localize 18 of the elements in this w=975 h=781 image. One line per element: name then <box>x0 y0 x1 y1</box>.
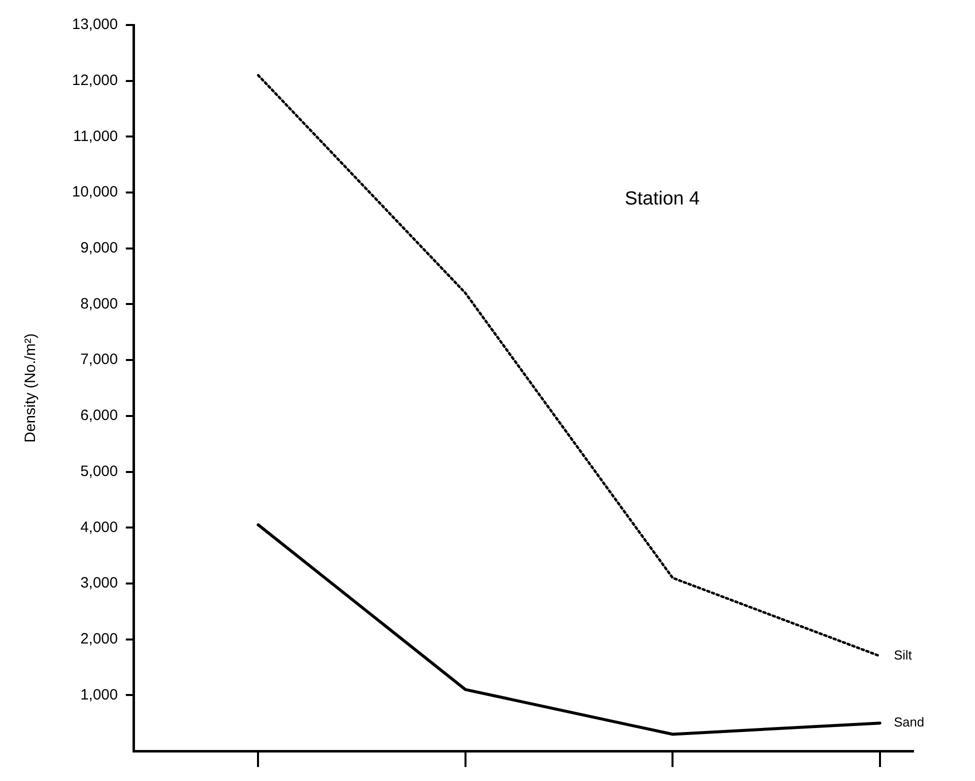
y-tick-label: 10,000 <box>72 184 118 201</box>
series-label: Silt <box>894 648 912 663</box>
line-series <box>256 74 882 658</box>
y-tick-label: 2,000 <box>80 630 118 648</box>
y-tick-label: 4,000 <box>80 518 118 536</box>
y-tick-label: 11,000 <box>73 128 118 145</box>
y-tick-label: 1,000 <box>80 686 118 704</box>
y-tick-label: 9,000 <box>80 240 118 257</box>
y-tick-label: 5,000 <box>80 462 118 480</box>
y-tick-label: 12,000 <box>72 72 118 89</box>
y-tick-label: 3,000 <box>80 574 118 592</box>
series-label: Sand <box>894 714 924 730</box>
y-tick-label: 7,000 <box>80 351 118 368</box>
y-axis-title: Density (No./m²) <box>22 333 40 443</box>
y-tick-label: 6,000 <box>80 407 118 424</box>
y-tick-label: 8,000 <box>80 295 118 312</box>
y-tick-label: 13,000 <box>72 16 118 34</box>
annotation: Station 4 <box>624 188 700 210</box>
